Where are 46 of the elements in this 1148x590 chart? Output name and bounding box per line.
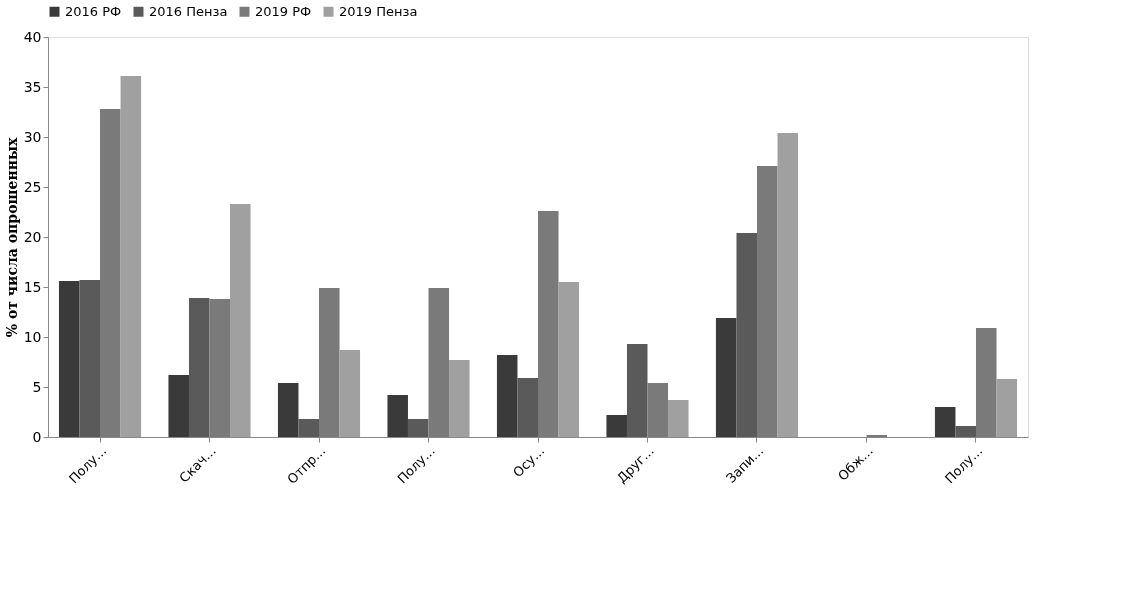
bar [955,426,976,437]
legend-label: 2019 РФ [255,3,312,19]
bar [538,211,559,437]
bar [230,204,251,437]
bar [188,298,210,437]
y-axis-title: % от числа опрошенных [3,137,20,338]
y-tick-label: 20 [23,228,42,245]
bar [58,281,80,437]
bar [209,299,231,437]
bar [100,109,121,437]
bar [715,318,737,437]
bar [517,378,538,437]
y-tick-label: 15 [23,278,42,295]
bar [428,288,450,437]
bar [168,375,189,437]
y-tick-label: 10 [23,328,42,345]
bar [339,350,361,437]
bar [934,407,956,437]
y-tick-label: 40 [23,28,42,45]
bar [996,379,1018,437]
bar [319,288,340,437]
y-tick-label: 5 [32,378,42,395]
bar [298,419,320,437]
bar [626,344,648,437]
bar [558,282,580,437]
legend-label: 2016 Пенза [149,3,228,19]
bar [496,355,518,437]
bar [79,280,101,437]
bar [606,415,627,437]
bar [407,419,429,437]
bar [387,395,408,437]
bar [120,76,142,437]
y-tick-label: 25 [23,178,42,195]
bar [449,360,470,437]
bar [777,133,799,437]
bar [975,328,997,437]
bar [756,166,778,437]
legend-label: 2019 Пенза [339,3,418,19]
bar [668,400,689,437]
y-tick-label: 0 [32,428,42,445]
y-tick-label: 30 [23,128,42,145]
legend-label: 2016 РФ [65,3,122,19]
bar [736,233,757,437]
y-tick-label: 35 [23,78,42,95]
bar [277,383,299,437]
bar [647,383,669,437]
